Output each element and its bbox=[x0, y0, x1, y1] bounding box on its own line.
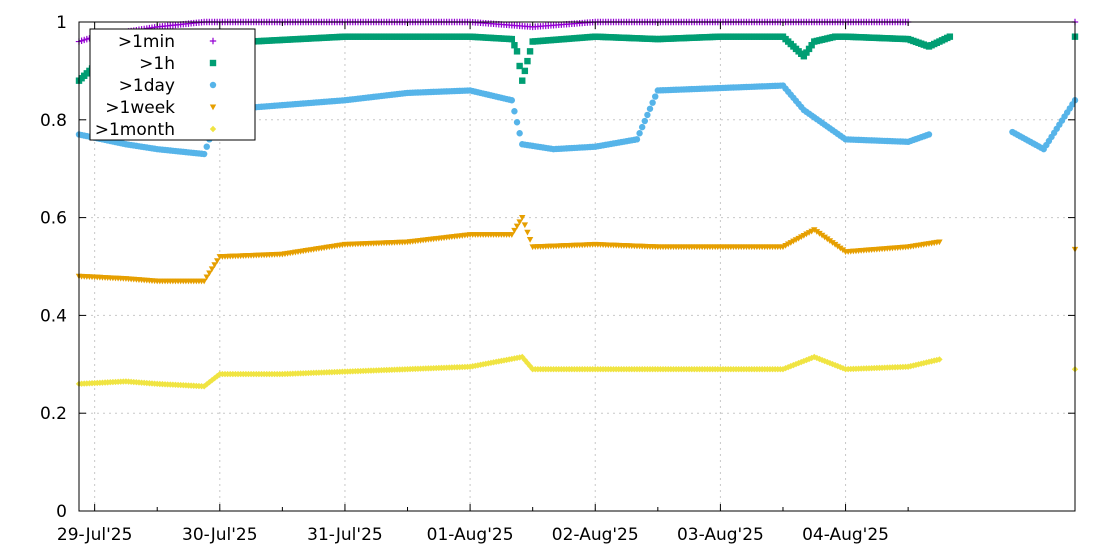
data-point bbox=[206, 270, 213, 277]
data-point bbox=[779, 365, 787, 373]
data-point bbox=[811, 353, 818, 361]
x-tick-label: 29-Jul'25 bbox=[57, 525, 133, 545]
data-point bbox=[798, 358, 805, 366]
data-point bbox=[513, 119, 521, 126]
data-point bbox=[907, 362, 914, 370]
y-tick-label: 0.2 bbox=[40, 404, 67, 424]
legend-marker bbox=[209, 37, 217, 45]
data-point bbox=[646, 105, 654, 112]
data-point bbox=[915, 361, 922, 368]
data-point bbox=[524, 229, 531, 236]
legend-label: >1day bbox=[119, 76, 175, 96]
data-point bbox=[526, 48, 534, 55]
data-point bbox=[831, 361, 839, 369]
data-point bbox=[931, 357, 938, 364]
legend-label: >1min bbox=[118, 32, 175, 52]
legend-label: >1week bbox=[105, 98, 175, 118]
data-point bbox=[508, 232, 516, 238]
data-point bbox=[824, 358, 831, 366]
data-point bbox=[211, 262, 218, 269]
y-tick-label: 0.8 bbox=[40, 111, 67, 131]
legend-box bbox=[89, 28, 256, 141]
data-point bbox=[652, 93, 659, 100]
data-point bbox=[834, 362, 841, 370]
data-point bbox=[511, 227, 518, 234]
data-point bbox=[641, 117, 648, 125]
data-point bbox=[513, 48, 521, 55]
legend: >1min>1h>1day>1week>1month bbox=[89, 28, 256, 141]
data-point bbox=[803, 49, 810, 56]
series-3 bbox=[75, 215, 1079, 285]
data-point bbox=[792, 360, 800, 368]
data-point bbox=[821, 357, 828, 365]
data-point bbox=[524, 57, 531, 65]
data-point bbox=[925, 358, 933, 366]
x-tick-label: 03-Aug'25 bbox=[677, 525, 764, 545]
data-point bbox=[511, 42, 518, 49]
data-point bbox=[920, 359, 927, 367]
data-point bbox=[508, 35, 516, 43]
data-point bbox=[200, 150, 208, 158]
data-point bbox=[516, 219, 523, 226]
data-point bbox=[638, 123, 646, 131]
data-point bbox=[790, 361, 797, 369]
y-tick-label: 1 bbox=[56, 13, 67, 33]
data-point bbox=[649, 99, 656, 106]
axes: 0 0.2 0.4 0.6 0.8 1 29-Jul'25 30-Jul'25 31-Jul'2… bbox=[40, 13, 1075, 545]
y-tick-label: 0 bbox=[56, 502, 67, 522]
y-tick-label: 0.6 bbox=[40, 209, 67, 229]
legend-marker bbox=[209, 104, 217, 111]
data-point bbox=[516, 62, 523, 70]
data-point bbox=[803, 356, 810, 364]
plot-frame bbox=[78, 21, 1076, 512]
data-point bbox=[946, 33, 954, 40]
x-tick-label: 30-Jul'25 bbox=[182, 525, 258, 545]
series-2 bbox=[75, 82, 1079, 158]
data-point bbox=[203, 274, 210, 281]
data-point bbox=[925, 131, 933, 138]
data-point bbox=[633, 136, 641, 143]
data-point bbox=[800, 53, 808, 60]
data-point bbox=[200, 278, 208, 285]
data-point bbox=[516, 130, 523, 137]
x-tick-label: 01-Aug'25 bbox=[427, 525, 514, 545]
data-point bbox=[805, 45, 813, 53]
data-point bbox=[936, 239, 943, 246]
grid-lines bbox=[79, 22, 1075, 511]
data-point bbox=[519, 215, 526, 221]
data-point bbox=[910, 362, 917, 369]
data-point bbox=[644, 111, 651, 119]
data-point bbox=[928, 358, 935, 365]
data-point bbox=[813, 354, 821, 362]
data-point bbox=[213, 258, 221, 264]
y-tick-label: 0.4 bbox=[40, 306, 67, 326]
legend-marker bbox=[209, 125, 217, 133]
data-point bbox=[636, 130, 643, 137]
series-4 bbox=[75, 353, 1079, 390]
data-point bbox=[526, 237, 534, 243]
data-point bbox=[782, 364, 789, 372]
data-point bbox=[513, 223, 521, 230]
data-point bbox=[917, 360, 925, 367]
data-point bbox=[508, 97, 516, 104]
legend-marker bbox=[209, 59, 217, 67]
legend-label: >1month bbox=[95, 120, 175, 140]
data-point bbox=[526, 362, 534, 370]
x-tick-label: 04-Aug'25 bbox=[802, 525, 889, 545]
data-point bbox=[808, 42, 815, 49]
data-point bbox=[208, 266, 216, 273]
data-point bbox=[800, 357, 808, 365]
x-tick-label: 31-Jul'25 bbox=[307, 525, 383, 545]
data-point bbox=[521, 222, 529, 229]
x-tick-label: 02-Aug'25 bbox=[552, 525, 639, 545]
legend-marker bbox=[209, 81, 217, 89]
data-point bbox=[519, 77, 526, 84]
data-point bbox=[521, 67, 529, 75]
data-point bbox=[511, 108, 518, 115]
data-point bbox=[203, 143, 210, 150]
legend-label: >1h bbox=[139, 54, 175, 74]
data-point bbox=[936, 356, 943, 363]
data-point bbox=[787, 362, 795, 370]
